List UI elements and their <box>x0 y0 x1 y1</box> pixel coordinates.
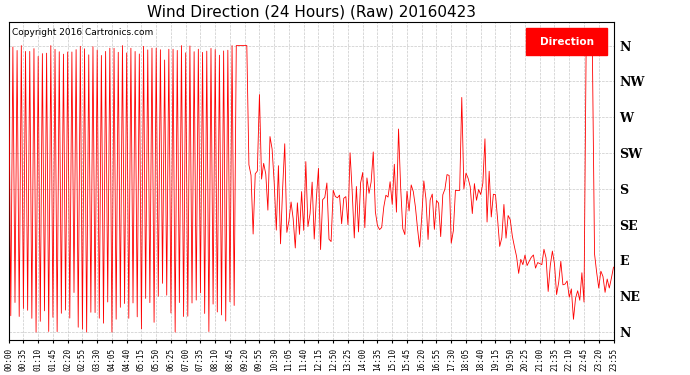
Title: Wind Direction (24 Hours) (Raw) 20160423: Wind Direction (24 Hours) (Raw) 20160423 <box>146 4 475 19</box>
Text: Direction: Direction <box>540 37 593 46</box>
Text: Copyright 2016 Cartronics.com: Copyright 2016 Cartronics.com <box>12 28 153 37</box>
Bar <box>526 28 607 55</box>
